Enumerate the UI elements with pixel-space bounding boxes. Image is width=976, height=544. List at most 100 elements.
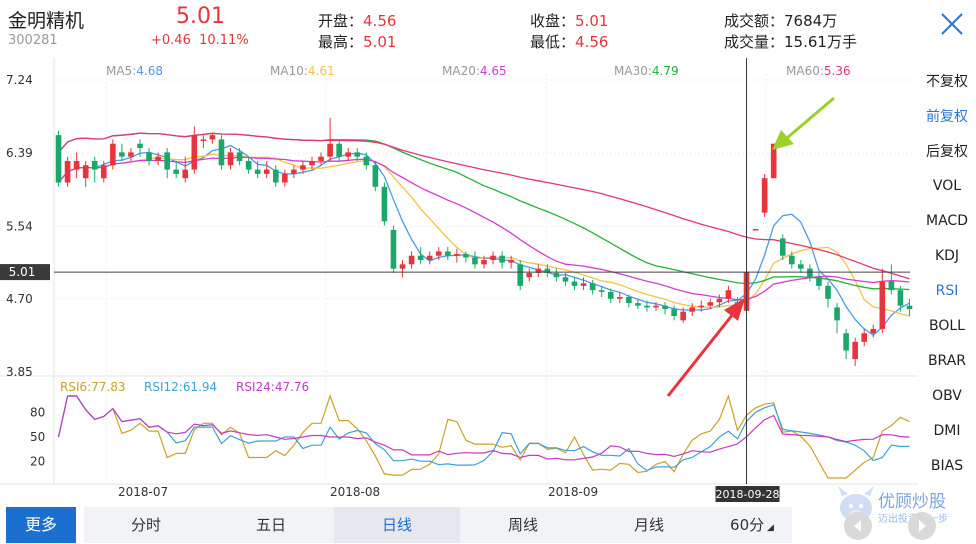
candle-body (770, 143, 777, 179)
candle-body (128, 152, 134, 157)
candle-body (444, 251, 451, 256)
candlestick-chart[interactable]: 7.24 6.39 5.54 4.70 3.85 80 50 20 2018-07 2018-08… (0, 58, 918, 504)
candle-body (689, 307, 696, 312)
candle-body (318, 156, 324, 161)
dropdown-icon: ◢ (764, 523, 774, 533)
high-value: 5.01 (363, 33, 397, 51)
period-tabs: 分时 五日 日线 周线 月线 60分 ◢ (84, 507, 792, 543)
price-tick-label: 4.70 (6, 292, 33, 306)
ma20-legend: MA20:4.65 (442, 64, 507, 78)
candle-body (91, 160, 98, 170)
candle-body (671, 309, 677, 317)
indicator-dmi[interactable]: DMI (933, 423, 961, 439)
more-button[interactable]: 更多 (6, 507, 76, 543)
indicator-panel: 不复权 前复权 后复权 VOL MACD KDJ RSI BOLL BRAR O… (918, 62, 976, 482)
crosshair-date-label: 2018-09-28 (716, 488, 780, 501)
tab-monthly[interactable]: 月线 (633, 516, 664, 534)
candle-body (336, 143, 342, 157)
candle-body (589, 283, 596, 291)
candle-body (263, 169, 270, 174)
candle-body (209, 135, 216, 140)
tab-60min-label: 60分 (730, 516, 765, 534)
candle-body (399, 264, 406, 269)
close-label: 收盘： (530, 12, 576, 30)
high-label: 最高： (318, 33, 364, 51)
tab-60min[interactable]: 60分 ◢ (712, 507, 792, 543)
indicator-vol[interactable]: VOL (932, 178, 962, 194)
forward-adjust-option[interactable]: 前复权 (926, 109, 968, 125)
rsi24-label: RSI24: (236, 380, 275, 394)
tab-intraday[interactable]: 分时 (130, 516, 161, 534)
candle-body (626, 297, 632, 304)
close-icon[interactable] (938, 10, 966, 38)
stock-code: 300281 (8, 33, 58, 48)
close-field: 收盘：5.01 (530, 10, 608, 31)
red-arrow-shaft (666, 313, 735, 397)
candle-body (309, 160, 315, 166)
indicator-macd[interactable]: MACD (926, 213, 968, 229)
ma20-label: MA20: (442, 64, 480, 78)
candle-body (870, 328, 877, 334)
tab-five-day[interactable]: 五日 (255, 516, 286, 534)
candle-body (300, 165, 306, 170)
axis-labels: 7.24 6.39 5.54 4.70 3.85 80 50 20 2018-07 2018-08… (6, 73, 598, 499)
indicator-boll[interactable]: BOLL (929, 318, 965, 334)
candle-body (879, 281, 886, 329)
candle-body (426, 255, 433, 261)
indicator-obv[interactable]: OBV (932, 388, 962, 404)
low-value: 4.56 (575, 33, 609, 51)
candle-body (644, 305, 650, 308)
candle-body (553, 272, 560, 278)
candle-body (852, 341, 858, 360)
rsi12-line (57, 395, 910, 472)
green-arrow-head (772, 130, 794, 150)
candle-body (164, 152, 170, 170)
indicator-rsi[interactable]: RSI (935, 283, 959, 299)
candle-body (390, 229, 397, 269)
rsi12-legend: RSI12:61.94 (144, 380, 217, 394)
indicator-bias[interactable]: BIAS (930, 458, 964, 474)
crosshair-date-tag (715, 486, 780, 502)
rsi-lines (57, 394, 910, 479)
candle-body (191, 135, 198, 170)
price-tick-label: 5.54 (6, 219, 33, 233)
candle-body (861, 333, 868, 342)
indicator-brar[interactable]: BRAR (927, 353, 967, 369)
no-adjust-option[interactable]: 不复权 (926, 74, 968, 90)
candle-body (499, 255, 505, 263)
price-tick-label: 7.24 (6, 73, 33, 87)
tab-daily[interactable]: 日线 (334, 507, 460, 543)
candle-body (381, 186, 388, 222)
current-price-tag-label: 5.01 (9, 265, 36, 279)
prev-arrow-icon[interactable] (844, 512, 872, 540)
candle-body (598, 290, 605, 292)
candle-body (254, 169, 261, 174)
ma5-value: 4.68 (136, 64, 163, 78)
candle-body (227, 152, 234, 166)
candle-body (73, 160, 80, 170)
candle-body (291, 169, 297, 174)
indicator-kdj[interactable]: KDJ (934, 248, 960, 264)
chart-overlays: 5.01 2018-09-28 (0, 58, 910, 502)
candle-body (526, 272, 533, 278)
backward-adjust-option[interactable]: 后复权 (926, 144, 968, 160)
candle-body (752, 229, 759, 231)
candle-body (245, 160, 252, 170)
next-arrow-icon[interactable] (908, 512, 936, 540)
ma10-value: 4.61 (307, 64, 335, 78)
candle-body (535, 268, 542, 273)
red-arrow-annotation (666, 298, 745, 397)
ma20-value: 4.65 (479, 64, 507, 78)
ma5-legend: MA5:4.68 (106, 64, 163, 78)
tab-weekly[interactable]: 周线 (507, 516, 538, 534)
candle-body (354, 152, 361, 157)
chart-grid (0, 58, 918, 485)
rsi-tick-label: 20 (30, 455, 45, 469)
volume-field: 成交量：15.61万手 (724, 31, 857, 52)
candle-body (580, 283, 587, 286)
ma60-line (58, 132, 910, 280)
candle-body (725, 290, 732, 299)
candle-body (363, 156, 370, 166)
candle-body (544, 268, 551, 273)
candle-body (200, 139, 207, 141)
